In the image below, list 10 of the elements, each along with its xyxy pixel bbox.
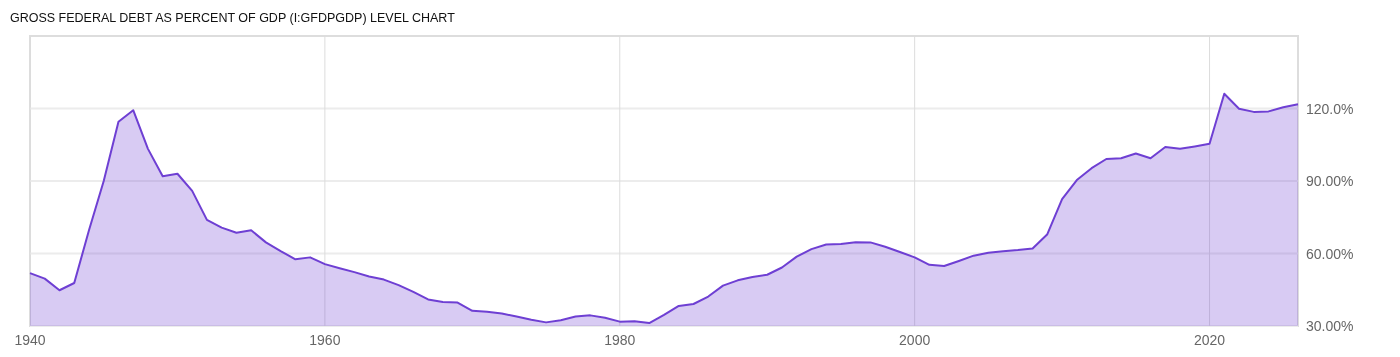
chart-title: GROSS FEDERAL DEBT AS PERCENT OF GDP (I:GFDPGDP) LEVEL CHART bbox=[10, 11, 456, 25]
y-tick-label: 30.00% bbox=[1306, 318, 1354, 334]
x-tick-label: 2000 bbox=[899, 332, 931, 348]
x-tick-label: 2020 bbox=[1193, 332, 1226, 348]
x-tick-label: 1980 bbox=[604, 332, 636, 348]
y-tick-label: 60.00% bbox=[1306, 245, 1354, 262]
x-tick-label: 1940 bbox=[14, 332, 46, 348]
x-tick-label: 1960 bbox=[309, 332, 341, 348]
y-tick-label: 90.00% bbox=[1306, 173, 1354, 189]
y-tick-label: 120.0% bbox=[1306, 100, 1354, 117]
